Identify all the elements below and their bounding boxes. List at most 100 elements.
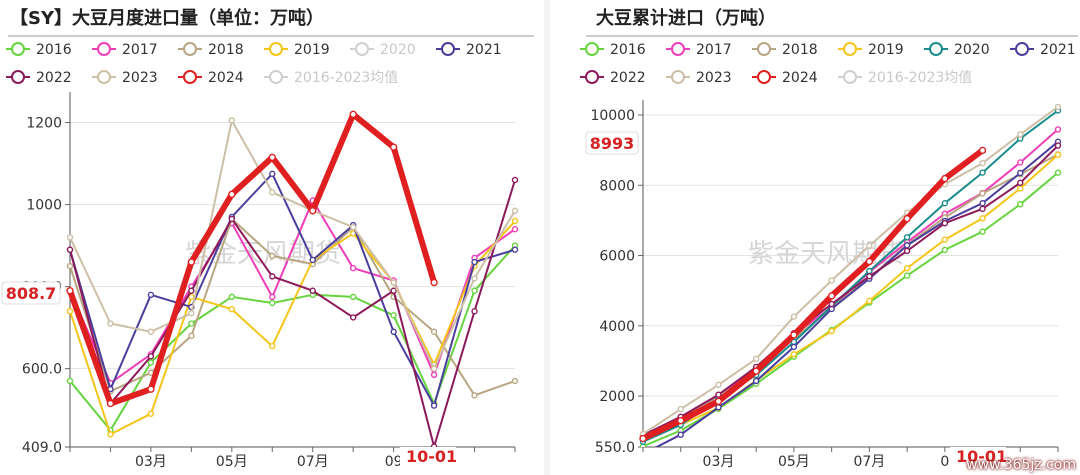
- data-point-2020[interactable]: [941, 200, 949, 207]
- data-point-2016[interactable]: [349, 293, 357, 301]
- data-point-2021[interactable]: [641, 452, 646, 457]
- data-point-2020[interactable]: [903, 234, 911, 241]
- legend-item-avg[interactable]: 2016-2023均值: [838, 70, 972, 86]
- data-point-2022[interactable]: [66, 246, 74, 253]
- data-point-2016[interactable]: [471, 287, 478, 294]
- data-point-2016[interactable]: [1054, 169, 1062, 176]
- legend-item-2019[interactable]: 2019: [838, 42, 904, 58]
- data-point-2021[interactable]: [471, 258, 478, 266]
- data-point-2024[interactable]: [430, 278, 438, 287]
- data-point-2017[interactable]: [511, 226, 519, 233]
- series-2024[interactable]: [66, 110, 438, 408]
- series-2023[interactable]: [66, 117, 519, 372]
- data-point-2023[interactable]: [349, 223, 357, 231]
- data-point-2019[interactable]: [511, 217, 519, 225]
- data-point-2024[interactable]: [639, 434, 647, 443]
- legend-item-2018[interactable]: 2018: [178, 42, 244, 58]
- data-point-2019[interactable]: [107, 431, 114, 438]
- data-point-2017[interactable]: [349, 264, 357, 272]
- data-point-2017[interactable]: [269, 293, 276, 301]
- data-point-2021[interactable]: [979, 200, 986, 207]
- data-point-2024[interactable]: [187, 258, 196, 266]
- data-point-2016[interactable]: [147, 359, 155, 366]
- legend-item-2020[interactable]: 2020: [350, 42, 416, 58]
- data-point-2016[interactable]: [269, 299, 276, 307]
- data-point-2022[interactable]: [941, 220, 949, 227]
- data-point-2021[interactable]: [269, 170, 276, 178]
- data-point-2019[interactable]: [147, 410, 155, 417]
- data-point-2023[interactable]: [715, 381, 722, 389]
- data-point-2021[interactable]: [511, 246, 519, 253]
- data-point-2016[interactable]: [390, 312, 397, 319]
- data-point-2019[interactable]: [790, 351, 798, 358]
- data-point-2018[interactable]: [979, 190, 986, 197]
- data-point-2024[interactable]: [147, 385, 155, 393]
- data-point-2016[interactable]: [941, 246, 949, 254]
- data-point-2023[interactable]: [66, 234, 74, 241]
- data-point-2021[interactable]: [309, 256, 316, 264]
- data-point-2024[interactable]: [865, 257, 874, 266]
- data-point-2022[interactable]: [979, 205, 986, 213]
- data-point-2019[interactable]: [269, 342, 276, 350]
- data-point-2021[interactable]: [390, 328, 397, 335]
- series-2023[interactable]: [639, 103, 1062, 438]
- data-point-2016[interactable]: [188, 320, 195, 327]
- data-point-2018[interactable]: [471, 392, 478, 399]
- series-2021[interactable]: [66, 170, 519, 409]
- series-2022[interactable]: [66, 176, 519, 449]
- legend-item-2023[interactable]: 2023: [666, 70, 732, 86]
- data-point-2024[interactable]: [309, 207, 317, 215]
- legend-item-2023[interactable]: 2023: [92, 70, 158, 86]
- legend-item-avg[interactable]: 2016-2023均值: [264, 70, 398, 86]
- data-point-2024[interactable]: [389, 143, 398, 151]
- data-point-2016[interactable]: [66, 377, 74, 385]
- data-point-2019[interactable]: [1054, 151, 1062, 158]
- legend-item-2022[interactable]: 2022: [6, 70, 72, 86]
- data-point-2019[interactable]: [1017, 185, 1024, 192]
- data-point-2023[interactable]: [107, 320, 114, 327]
- data-point-2023[interactable]: [430, 365, 438, 372]
- data-point-2021[interactable]: [752, 377, 760, 385]
- data-point-2018[interactable]: [511, 377, 519, 385]
- data-point-2022[interactable]: [188, 287, 195, 294]
- data-point-2016[interactable]: [903, 272, 911, 279]
- data-point-2024[interactable]: [66, 287, 74, 295]
- data-point-2023[interactable]: [1054, 103, 1062, 111]
- data-point-2017[interactable]: [430, 371, 438, 379]
- data-point-2022[interactable]: [269, 273, 276, 280]
- data-point-2019[interactable]: [941, 236, 949, 243]
- series-2024[interactable]: [639, 146, 987, 443]
- data-point-2023[interactable]: [752, 355, 760, 363]
- data-point-2016[interactable]: [979, 228, 986, 235]
- legend-item-2021[interactable]: 2021: [436, 42, 502, 58]
- data-point-2024[interactable]: [349, 110, 357, 119]
- legend-item-2018[interactable]: 2018: [752, 42, 818, 58]
- data-point-2024[interactable]: [228, 190, 236, 199]
- data-point-2016[interactable]: [228, 293, 236, 301]
- data-point-2024[interactable]: [677, 416, 685, 425]
- data-point-2019[interactable]: [828, 327, 835, 335]
- data-point-2019[interactable]: [228, 305, 236, 313]
- data-point-2018[interactable]: [269, 252, 276, 260]
- data-point-2021[interactable]: [790, 343, 798, 351]
- data-point-2023[interactable]: [471, 275, 478, 282]
- data-point-2021[interactable]: [430, 402, 438, 409]
- data-point-2023[interactable]: [1017, 131, 1024, 138]
- legend-item-2017[interactable]: 2017: [92, 42, 158, 58]
- data-point-2024[interactable]: [827, 292, 836, 300]
- data-point-2020[interactable]: [866, 267, 873, 275]
- legend-item-2019[interactable]: 2019: [264, 42, 330, 58]
- data-point-2024[interactable]: [790, 331, 798, 339]
- data-point-2024[interactable]: [714, 397, 723, 406]
- data-point-2019[interactable]: [979, 215, 986, 222]
- data-point-2023[interactable]: [188, 310, 195, 317]
- legend-item-2016[interactable]: 2016: [6, 42, 72, 58]
- series-2016[interactable]: [66, 242, 519, 434]
- data-point-2022[interactable]: [1054, 142, 1062, 149]
- data-point-2019[interactable]: [866, 297, 873, 305]
- data-point-2021[interactable]: [1017, 169, 1024, 177]
- data-point-2022[interactable]: [390, 287, 397, 294]
- data-point-2024[interactable]: [941, 174, 949, 183]
- legend-item-2024[interactable]: 2024: [752, 70, 818, 86]
- data-point-2023[interactable]: [979, 159, 986, 167]
